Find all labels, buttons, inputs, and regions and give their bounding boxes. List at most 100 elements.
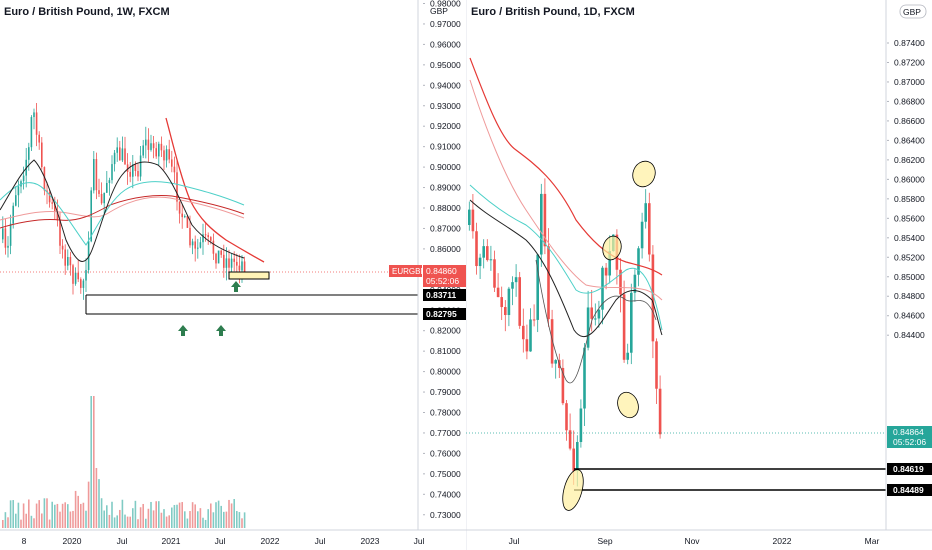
candle-body bbox=[184, 216, 186, 218]
candle-body bbox=[522, 325, 525, 340]
candle-body bbox=[489, 259, 493, 261]
candle-body bbox=[181, 213, 183, 218]
candle-body bbox=[493, 259, 496, 288]
candle-body bbox=[511, 282, 514, 289]
candle-body bbox=[87, 241, 90, 270]
price-tick-label: 0.85000 bbox=[894, 272, 925, 282]
volume-bar bbox=[171, 507, 173, 528]
candle-body bbox=[655, 341, 658, 389]
candle-body bbox=[54, 203, 56, 212]
daily-chart[interactable]: 0.87400 0.87200 0.87000 0.86800 0.86600 0.864… bbox=[466, 0, 932, 550]
price-tick-label: 0.79000 bbox=[430, 387, 461, 397]
candle-body bbox=[35, 112, 38, 135]
candle-body bbox=[111, 164, 113, 181]
volume-bar bbox=[119, 509, 121, 528]
candle-body bbox=[608, 251, 611, 276]
candle-body bbox=[597, 309, 601, 319]
volume-bar bbox=[113, 517, 116, 528]
moving-averages bbox=[0, 117, 265, 263]
volume-bar bbox=[194, 504, 196, 528]
currency-label[interactable]: GBP bbox=[903, 7, 921, 17]
volume-bar bbox=[51, 501, 53, 528]
volume-bar bbox=[74, 490, 77, 528]
volume-bar bbox=[225, 511, 228, 528]
candle-body bbox=[43, 167, 46, 191]
weekly-chart[interactable]: 0.98000 0.97000 0.96000 0.95000 0.94000 0.930… bbox=[0, 0, 466, 550]
price-axis[interactable]: 0.87400 0.87200 0.87000 0.86800 0.86600 0.864… bbox=[887, 38, 925, 340]
volume-bar bbox=[158, 501, 160, 528]
price-tick-label: 0.75000 bbox=[430, 469, 461, 479]
price-tick-label: 0.86600 bbox=[894, 116, 925, 126]
currency-label[interactable]: GBP bbox=[430, 6, 448, 16]
volume-bar bbox=[90, 396, 92, 528]
candle-body bbox=[565, 403, 568, 431]
volume-bar bbox=[100, 498, 103, 528]
volume-bar bbox=[132, 508, 134, 528]
level-tag-high-value: 0.83711 bbox=[426, 290, 457, 300]
volume-bar bbox=[64, 502, 66, 528]
candle-body bbox=[4, 228, 7, 248]
currency-selector[interactable]: GBP bbox=[899, 4, 927, 19]
candle-body bbox=[626, 352, 629, 360]
candle-body bbox=[116, 147, 118, 153]
volume-bar bbox=[207, 509, 209, 528]
candle-body bbox=[93, 159, 95, 191]
price-tick-label: 0.87000 bbox=[894, 77, 925, 87]
symbol-tag bbox=[389, 265, 422, 277]
candle-body bbox=[504, 307, 507, 316]
time-axis[interactable]: Jul Sep Nov 2022 Mar bbox=[509, 536, 880, 546]
price-tick-label: 0.81000 bbox=[430, 346, 461, 356]
candle-body bbox=[132, 164, 134, 177]
level-tag-high bbox=[423, 289, 466, 301]
price-tick-label: 0.88000 bbox=[430, 203, 461, 213]
price-tick-label: 0.84600 bbox=[894, 311, 925, 321]
candle-body bbox=[651, 254, 655, 342]
volume-bar bbox=[15, 513, 17, 528]
candle-body bbox=[134, 164, 137, 172]
price-tick-label: 0.86800 bbox=[894, 96, 925, 106]
candle-body bbox=[604, 267, 608, 276]
volume-bar bbox=[152, 510, 155, 528]
time-tick-label: Jul bbox=[414, 536, 425, 546]
volume-bar bbox=[178, 502, 181, 528]
volume-bar bbox=[25, 513, 27, 528]
price-tick-label: 0.80000 bbox=[430, 367, 461, 377]
candle-body bbox=[17, 186, 20, 196]
volume-bar bbox=[22, 503, 25, 528]
candle-body bbox=[236, 261, 238, 266]
volume-bar bbox=[165, 516, 168, 528]
candle-body bbox=[51, 202, 53, 204]
candle-body bbox=[108, 180, 111, 184]
candle-body bbox=[210, 237, 212, 241]
candle-body bbox=[590, 307, 593, 319]
candle-body bbox=[12, 205, 14, 224]
volume-bar bbox=[134, 500, 137, 528]
price-tick-label: 0.90000 bbox=[430, 162, 461, 172]
volume-bar bbox=[9, 500, 12, 528]
volume-bar bbox=[220, 505, 222, 528]
price-tag bbox=[423, 265, 466, 287]
weekly-chart-panel[interactable]: 0.98000 0.97000 0.96000 0.95000 0.94000 0.930… bbox=[0, 0, 466, 550]
price-tag-value: 0.84864 bbox=[893, 427, 924, 437]
volume-bar bbox=[69, 511, 72, 528]
price-tick-label: 0.74000 bbox=[430, 489, 461, 499]
time-tick-label: Jul bbox=[117, 536, 128, 546]
volume-bar bbox=[147, 508, 150, 528]
price-tick-label: 0.95000 bbox=[430, 60, 461, 70]
candlesticks bbox=[468, 178, 662, 487]
volume-bar bbox=[46, 498, 48, 528]
daily-chart-panel[interactable]: 0.87400 0.87200 0.87000 0.86800 0.86600 0.864… bbox=[466, 0, 932, 550]
time-tick-label: Mar bbox=[865, 536, 880, 546]
price-tick-label: 0.94000 bbox=[430, 80, 461, 90]
candle-body bbox=[139, 155, 142, 177]
candle-body bbox=[46, 190, 48, 193]
time-axis[interactable]: 8 2020 Jul 2021 Jul 2022 Jul 2023 Jul bbox=[22, 536, 425, 546]
volume-bar bbox=[7, 517, 9, 528]
volume-bar bbox=[82, 502, 85, 528]
candle-body bbox=[215, 253, 217, 264]
volume-bar bbox=[189, 511, 191, 528]
candle-body bbox=[178, 201, 181, 214]
price-tick-label: 0.96000 bbox=[430, 39, 461, 49]
candle-body bbox=[100, 193, 103, 204]
volume-bar bbox=[230, 503, 233, 528]
